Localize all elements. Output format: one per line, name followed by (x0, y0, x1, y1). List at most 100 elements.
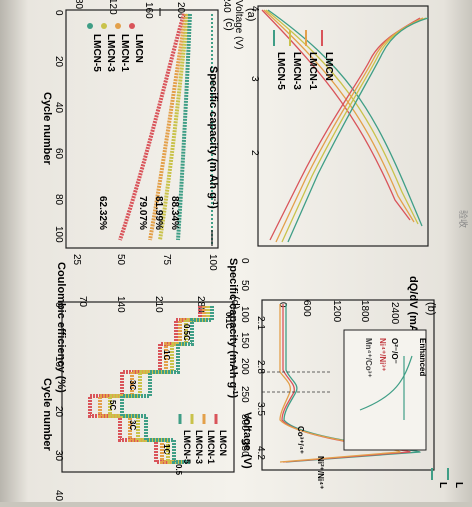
panel-b-inset: Enhanced O²⁻/O⁻ Ni⁴⁺/Ni³⁺ Mn⁴⁺/Co³⁺ (343, 329, 427, 451)
legend-label: LMCN-3 (105, 34, 116, 72)
rate-label: 0.5 (174, 464, 183, 476)
legend-label: L (453, 482, 464, 488)
tick: 50 (239, 280, 250, 292)
legend-label: LMCN-5 (182, 430, 192, 464)
series-lmcn5 (120, 306, 214, 464)
legend-label: LMCN-1 (206, 430, 216, 464)
rate-label: 1C (162, 350, 171, 360)
panel-c-legend: LMCN LMCN-1 LMCN-3 LMCN-5 (87, 23, 144, 72)
panel-d-frame (61, 301, 235, 473)
panel-a: (a) Voltage (V) 4 3 2 0 50 100 150 200 2… (227, 0, 429, 457)
tick: 2 (249, 150, 260, 156)
panel-c-xlabel: Cycle number (41, 92, 53, 165)
tick: 80 (73, 0, 84, 10)
panel-d-ylabel: Specific capacity (m Ah g-1) (207, 66, 219, 209)
panel-a-letter: (a) (245, 8, 257, 21)
tick: 25 (71, 254, 82, 266)
legend-dot (129, 23, 135, 29)
tick: 120 (107, 0, 118, 15)
panel-c-ce-label: Coulombic efficiency (%) (55, 262, 67, 393)
tick: 160 (143, 2, 154, 19)
rate-label: 3C (128, 380, 137, 390)
panel-d-rate-labels: 0.1C 0.5C 1C 3C 5C 3C 1C 0.5 (108, 312, 233, 476)
legend-label: L (437, 482, 448, 488)
rate-label: 0.5C (182, 324, 191, 341)
rate-label: 3C (128, 420, 137, 430)
panel-b-x-ticks: 2.1 2.8 3.5 4.2 (255, 316, 266, 460)
tick: 0 (53, 302, 64, 308)
panel-c-frame (65, 9, 219, 249)
curve-lmcn-charge (261, 9, 411, 221)
panel-b-xlabel: Voltage (V) (241, 412, 253, 469)
legend-label: LMCN-3 (194, 430, 204, 464)
legend-label: LMCN-1 (119, 34, 130, 72)
panel-d-xlabel: Cycle number (41, 378, 53, 451)
tick: 240 (221, 0, 232, 13)
tick: 1800 (359, 300, 370, 323)
inset-frame (343, 329, 427, 451)
panel-a-legend: LMCN LMCN-1 LMCN-3 LMCN-5 (273, 30, 334, 90)
series-lmcn (118, 13, 186, 241)
rate-label: 0.1C (224, 312, 233, 329)
panel-a-ylabel-cut: Voltage (V) (233, 0, 244, 49)
tick: 1200 (331, 300, 342, 323)
panel-c-letter: (c) (223, 18, 235, 31)
panel-d: (d) Specific capacity (m Ah g-1) 280 210… (41, 66, 241, 502)
margin-note: 验收 (458, 210, 469, 228)
legend-label: LMCN (133, 34, 144, 63)
panel-d-legend: LMCN LMCN-1 LMCN-3 LMCN-5 (178, 414, 228, 464)
series-lmcn1 (148, 13, 188, 241)
retention-label: 62.32% (97, 196, 108, 230)
tick: 200 (175, 2, 186, 19)
panel-d-x-ticks: 0 10 20 30 40 (53, 302, 64, 502)
tick: 100 (207, 254, 218, 271)
panel-b-letter: (b) (425, 302, 437, 315)
tick: 140 (115, 296, 126, 313)
series-lmcn5 (176, 13, 192, 241)
inset-title: Enhanced (418, 338, 427, 376)
panel-c-retention: 62.32% 79.07% 81.99% 88.34% (97, 196, 180, 230)
curve-lmcn1-charge (263, 9, 415, 223)
peak-label: Ni²⁺/Ni⁴⁺ (316, 456, 325, 489)
panel-c-cap-ticks: 240 200 160 120 80 (73, 0, 232, 19)
panel-b-guides (262, 371, 330, 393)
tick: 70 (77, 296, 88, 308)
inset-label: Mn⁴⁺/Co³⁺ (364, 338, 373, 378)
panel-b: (b) dQ/dV (mAh g-1V-1) 2400 1800 1200 60… (241, 276, 464, 489)
tick: 30 (53, 450, 64, 462)
tick: 4.2 (255, 446, 266, 460)
panel-a-xlabel: Specific capacity (mAh g-1) (227, 258, 239, 398)
inset-label: Ni⁴⁺/Ni³⁺ (378, 338, 387, 371)
panel-a-x-ticks: 0 50 100 150 200 250 300 350 (239, 258, 250, 457)
legend-dot (115, 23, 121, 29)
series-lmcn3 (158, 13, 190, 241)
panel-a-y-ticks: 4 3 2 (249, 6, 260, 156)
tick: 20 (53, 406, 64, 418)
tick: 60 (53, 148, 64, 160)
tick: 2.8 (255, 360, 266, 374)
panel-c-ce-ticks: 25 50 75 100 (71, 254, 218, 271)
panel-c-x-ticks: 0 20 40 60 80 100 (53, 10, 64, 243)
tick: 300 (239, 414, 250, 431)
tick: 2.1 (255, 316, 266, 330)
tick: 210 (153, 296, 164, 313)
tick: 100 (239, 306, 250, 323)
tick: 0 (53, 10, 64, 16)
panel-c: (c) 240 200 160 120 80 25 50 75 100 Coul… (41, 0, 235, 393)
legend-label: LMCN-5 (275, 52, 286, 90)
tick: 600 (301, 300, 312, 317)
tick: 3.5 (255, 402, 266, 416)
tick: 250 (239, 386, 250, 403)
rate-label: 1C (162, 444, 171, 454)
panel-d-letter: (d) (229, 296, 241, 309)
tick: 20 (53, 56, 64, 68)
legend-label: LMCN (323, 52, 334, 81)
panel-b-legend-cut: L L (431, 468, 464, 488)
tick: 40 (53, 490, 64, 502)
curve-lmcn5-charge (267, 9, 423, 227)
tick: 2400 (389, 302, 400, 325)
tick: 4 (249, 6, 260, 12)
curve-lmcn3-discharge (281, 17, 427, 243)
